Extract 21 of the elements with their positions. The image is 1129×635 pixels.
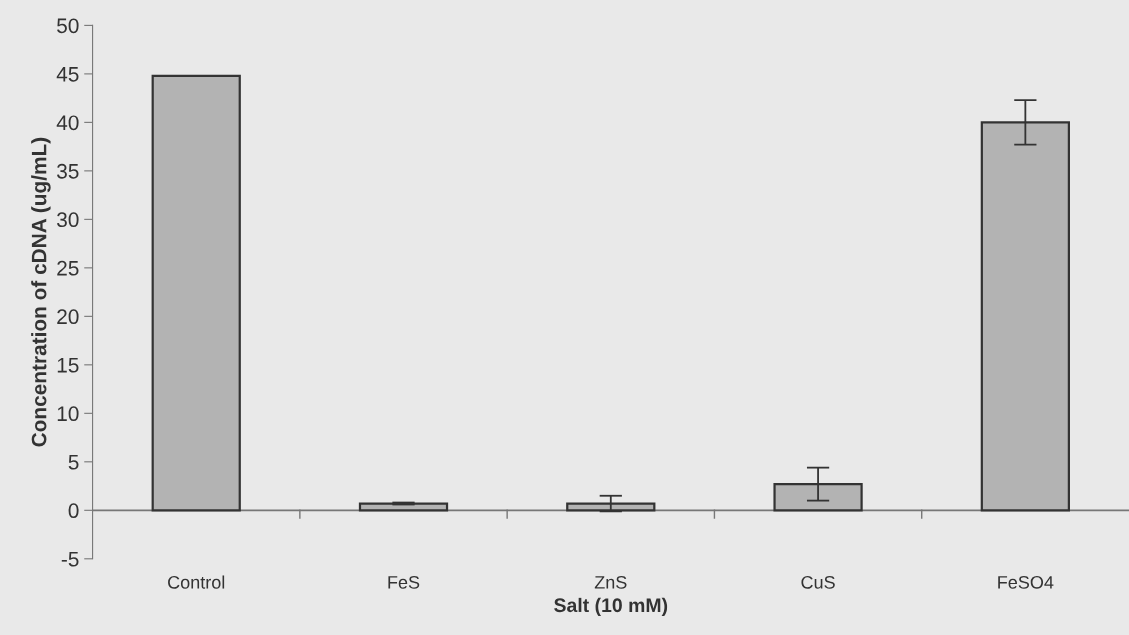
bar <box>151 74 241 512</box>
x-tick-label: Control <box>168 575 225 589</box>
x-axis-title: Salt (10 mM) <box>554 597 668 616</box>
y-tick-label: 0 <box>68 503 79 519</box>
y-tick-label: 20 <box>57 309 79 325</box>
y-tick-label: 35 <box>57 163 79 179</box>
x-tick-label: ZnS <box>594 575 627 589</box>
y-tick-label: 25 <box>57 260 79 276</box>
bar <box>358 502 449 512</box>
y-tick-label: 45 <box>56 67 79 82</box>
y-tick-label: 40 <box>56 115 79 131</box>
x-tick-label: FeSO4 <box>998 575 1054 589</box>
y-tick-label: 15 <box>57 358 79 373</box>
x-tick-label: FeS <box>388 575 420 589</box>
x-tick-label: CuS <box>801 575 835 589</box>
y-tick-label: 5 <box>68 455 79 470</box>
y-tick-label: 50 <box>57 18 79 34</box>
y-tick-label: 10 <box>57 406 79 422</box>
y-tick-label: 30 <box>57 212 79 228</box>
y-axis-title: Concentration of cDNA (ug/mL) <box>31 137 51 447</box>
y-tick-label: -5 <box>61 552 79 567</box>
